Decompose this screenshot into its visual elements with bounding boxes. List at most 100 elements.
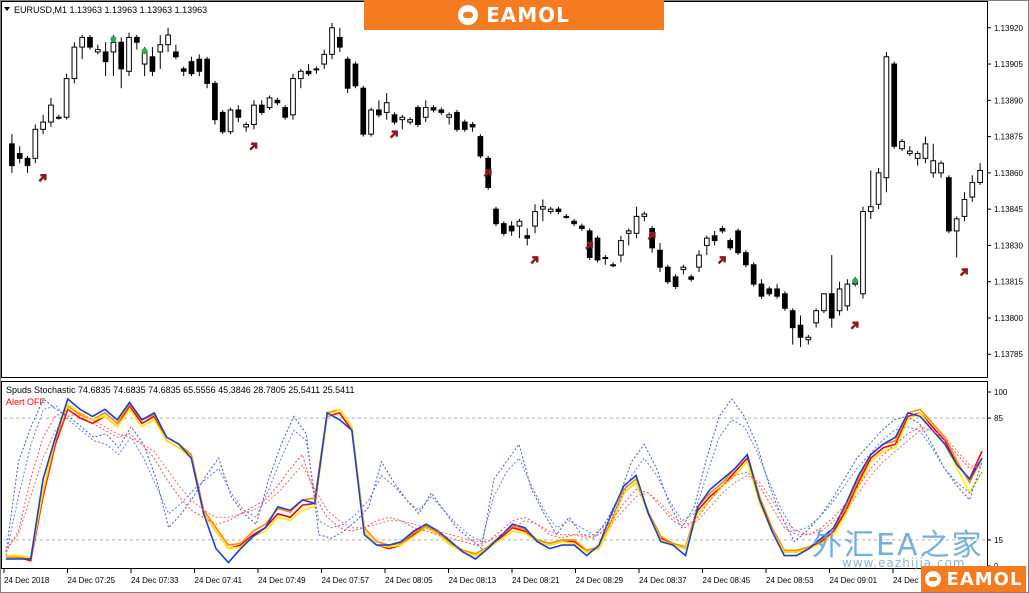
price-axis: 1.13920 1.13905 1.13890 1.13875 1.13860 1.138… — [987, 24, 1023, 359]
menu-triangle-icon[interactable] — [4, 7, 10, 11]
bear-candle — [828, 293, 835, 319]
bull-candle — [805, 336, 812, 341]
time-tick-label: 24 Dec 07:57 — [322, 576, 370, 585]
bull-candle — [633, 215, 640, 234]
time-tick-label: 24 Dec 07:41 — [195, 576, 243, 585]
time-tick-label: 24 Dec 09:09 — [893, 576, 941, 585]
signal-arrow-icon — [959, 268, 968, 277]
stochastic-line — [6, 402, 983, 559]
bear-candle — [500, 223, 507, 234]
bear-candle — [555, 208, 562, 213]
indicator-title: Spuds Stochastic 74.6835 74.6835 74.6835… — [6, 385, 354, 395]
bear-candle — [415, 107, 421, 125]
bull-candle — [71, 46, 78, 80]
indicator-panel[interactable]: 10085150 Spuds Stochastic 74.6835 74.683… — [1, 381, 1008, 572]
bull-candle — [703, 237, 710, 246]
time-tick-label: 24 Dec 07:25 — [68, 576, 116, 585]
bear-candle — [212, 82, 218, 121]
bear-candle — [258, 104, 265, 113]
bear-candle — [946, 177, 952, 232]
bear-candle — [336, 36, 343, 48]
signal-arrow-stroke — [717, 256, 726, 265]
bull-candle — [860, 211, 866, 295]
bull-candle — [906, 150, 913, 155]
bear-candle — [579, 225, 585, 229]
bull-candle — [79, 36, 86, 48]
time-tick-label: 24 Dec 08:13 — [449, 576, 497, 585]
price-tick-label: 1.13815 — [994, 278, 1023, 287]
bull-candle — [680, 266, 687, 271]
signal-arrow-stroke — [585, 241, 594, 250]
chart-title: EURUSD,M1 1.13963 1.13963 1.13963 1.1396… — [14, 5, 207, 15]
bull-candle — [157, 44, 164, 53]
bear-candle — [118, 41, 125, 70]
bear-candle — [743, 252, 749, 266]
bear-candle — [594, 237, 601, 261]
bull-candle — [899, 140, 905, 150]
stochastic-line — [5, 405, 983, 556]
bear-candle — [149, 56, 156, 72]
bull-candle — [422, 107, 429, 118]
bull-candle — [883, 56, 890, 179]
bear-candle — [16, 153, 23, 159]
indicator-tick-label: 85 — [994, 414, 1003, 423]
bull-candle — [399, 116, 406, 121]
price-tick-label: 1.13905 — [994, 60, 1023, 69]
bull-candle — [32, 128, 39, 159]
green-marker-icon — [852, 277, 859, 284]
bear-candle — [571, 220, 577, 225]
bear-candle — [508, 225, 515, 232]
bull-candle — [243, 123, 249, 128]
signal-arrow-stroke — [483, 169, 492, 178]
price-tick-label: 1.13875 — [994, 133, 1023, 142]
bear-candle — [305, 70, 312, 75]
bear-candle — [282, 107, 289, 118]
time-tick-label: 24 Dec 09:01 — [830, 576, 878, 585]
bear-candle — [344, 58, 351, 89]
time-tick-label: 24 Dec 08:05 — [385, 576, 433, 585]
bear-candle — [719, 227, 726, 232]
bull-candle — [696, 254, 702, 268]
bear-candle — [469, 123, 476, 128]
bear-candle — [688, 276, 695, 280]
bull-candle — [368, 109, 374, 135]
signal-arrow-icon — [530, 256, 539, 265]
bear-candle — [188, 61, 195, 75]
bull-candle — [977, 169, 983, 184]
bear-candle — [711, 235, 718, 242]
brand-badge-logo-icon — [924, 571, 941, 587]
bull-candle — [961, 198, 968, 217]
price-tick-label: 1.13920 — [994, 24, 1023, 33]
bear-candle — [461, 121, 468, 130]
bull-candle — [266, 97, 273, 109]
bull-candle — [641, 213, 648, 217]
bear-candle — [766, 288, 773, 295]
bear-candle — [352, 63, 359, 87]
bull-candle — [836, 288, 843, 312]
time-tick-label: 24 Dec 08:53 — [766, 576, 814, 585]
signal-arrow-stroke — [530, 256, 539, 265]
signal-arrow-icon — [647, 231, 656, 241]
price-tick-label: 1.13860 — [994, 169, 1023, 178]
bull-candle — [55, 116, 62, 119]
bull-candle — [329, 27, 335, 55]
bear-candle — [664, 266, 671, 283]
bear-candle — [196, 58, 203, 72]
time-tick-label: 24 Dec 08:29 — [576, 576, 624, 585]
signal-arrow-stroke — [249, 142, 258, 151]
bear-candle — [391, 114, 398, 123]
bear-candle — [204, 58, 210, 84]
bull-candle — [321, 53, 328, 65]
bull-candle — [532, 211, 538, 227]
time-axis: 24 Dec 2018 24 Dec 07:25 24 Dec 07:33 24 De… — [3, 569, 941, 585]
bear-candle — [672, 276, 679, 288]
watermark-cn: 外汇EA之家 — [812, 528, 984, 563]
bull-candle — [547, 208, 554, 213]
bear-candle — [789, 310, 796, 329]
price-panel[interactable]: 1.13920 1.13905 1.13890 1.13875 1.13860 1.138… — [1, 1, 1024, 378]
bear-candle — [133, 36, 140, 43]
bull-candle — [446, 114, 452, 118]
indicator-tick-label: 15 — [994, 536, 1003, 545]
stochastic-lines — [5, 397, 983, 564]
signal-arrow-icon — [389, 130, 398, 139]
